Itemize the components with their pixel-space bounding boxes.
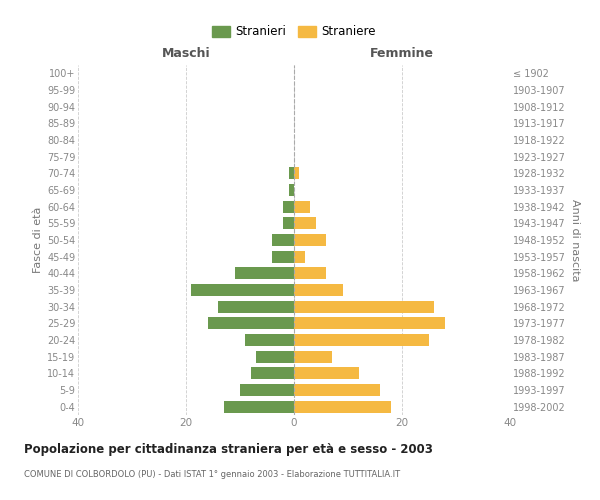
Bar [191,284,294,296]
Text: COMUNE DI COLBORDOLO (PU) - Dati ISTAT 1° gennaio 2003 - Elaborazione TUTTITALIA: COMUNE DI COLBORDOLO (PU) - Dati ISTAT 1… [24,470,400,479]
Bar [294,384,380,396]
Bar [224,400,294,412]
Bar [294,234,326,246]
Bar [294,368,359,380]
Bar [218,300,294,312]
Bar [294,350,332,362]
Bar [289,184,294,196]
Legend: Stranieri, Straniere: Stranieri, Straniere [208,22,380,42]
Bar [272,234,294,246]
Bar [294,268,326,280]
Bar [294,284,343,296]
Bar [256,350,294,362]
Text: Popolazione per cittadinanza straniera per età e sesso - 2003: Popolazione per cittadinanza straniera p… [24,442,433,456]
Bar [294,218,316,230]
Text: Femmine: Femmine [370,47,434,60]
Bar [272,250,294,262]
Bar [294,168,299,179]
Text: Maschi: Maschi [161,47,211,60]
Y-axis label: Fasce di età: Fasce di età [32,207,43,273]
Bar [245,334,294,346]
Bar [294,334,429,346]
Y-axis label: Anni di nascita: Anni di nascita [570,198,580,281]
Bar [294,400,391,412]
Bar [289,168,294,179]
Bar [283,218,294,230]
Bar [294,300,434,312]
Bar [235,268,294,280]
Bar [251,368,294,380]
Bar [208,318,294,330]
Bar [240,384,294,396]
Bar [283,200,294,212]
Bar [294,250,305,262]
Bar [294,318,445,330]
Bar [294,200,310,212]
